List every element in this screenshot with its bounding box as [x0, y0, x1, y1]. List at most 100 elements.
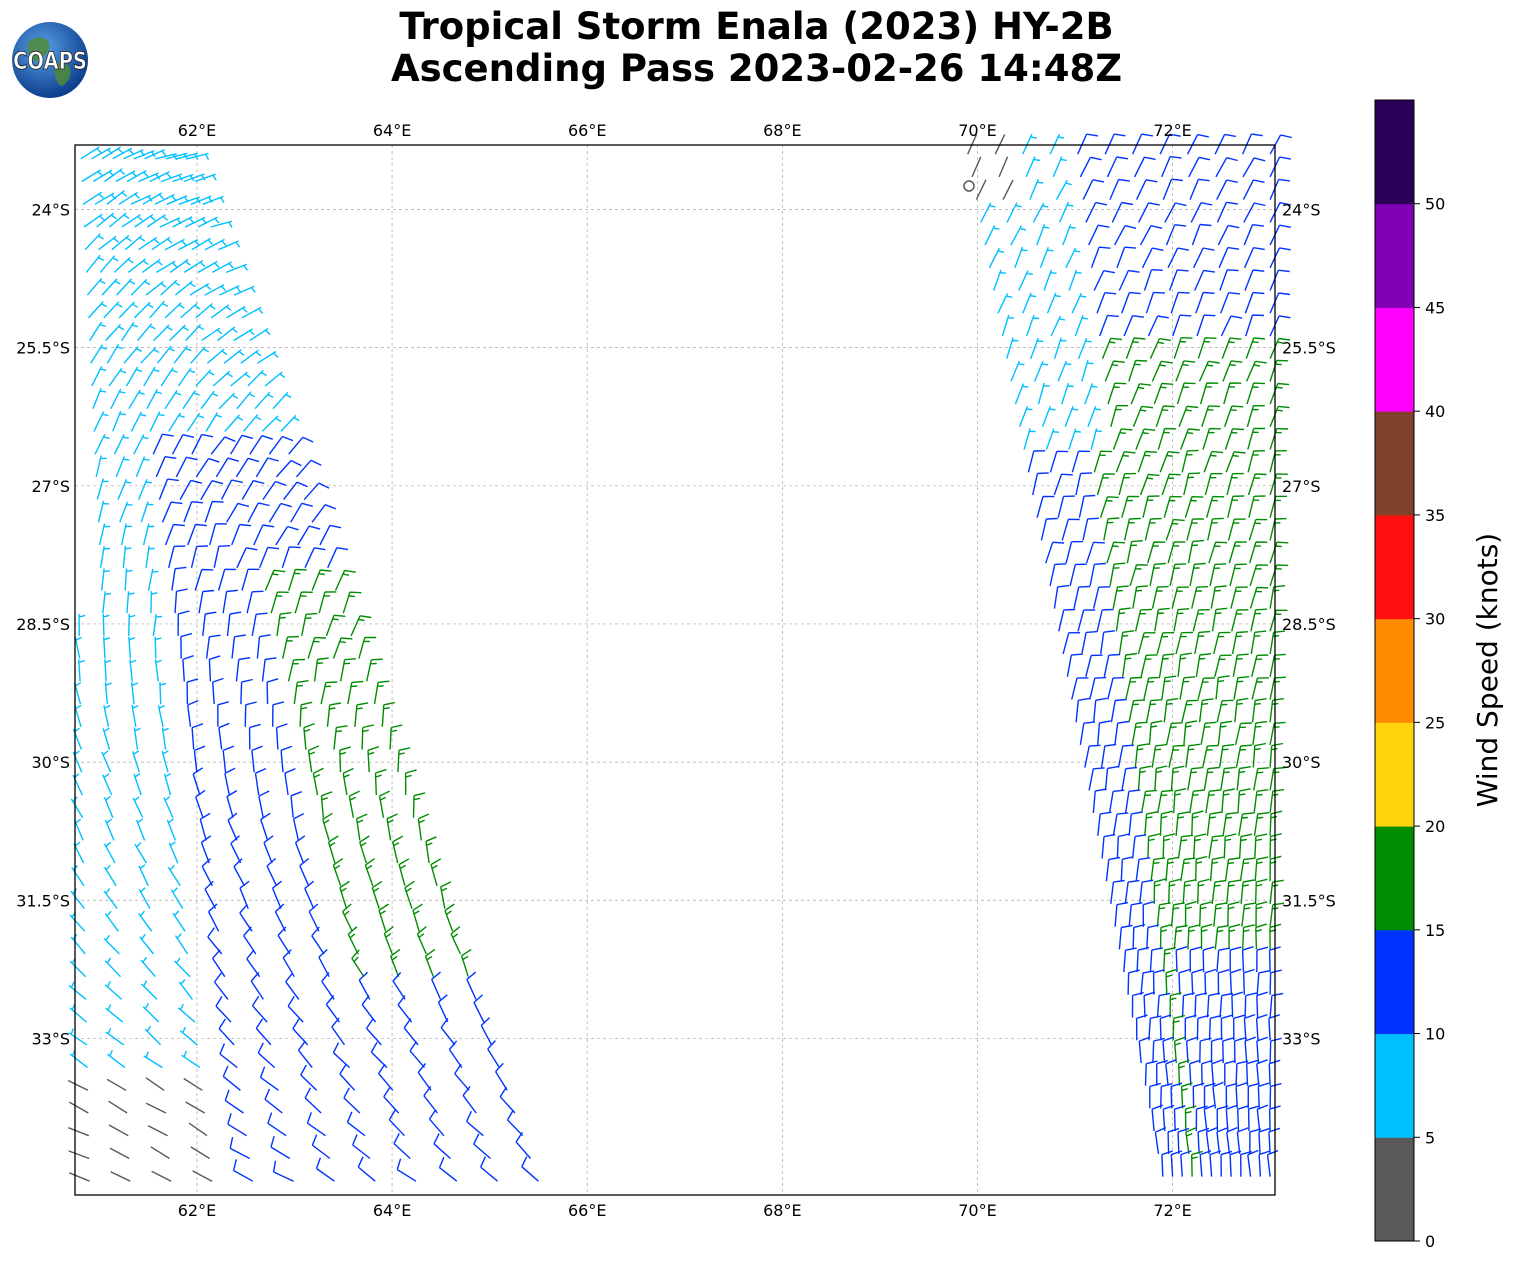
wind-barb	[191, 723, 204, 750]
wind-barb	[1189, 178, 1210, 200]
wind-barb	[182, 390, 200, 410]
wind-barb	[159, 217, 182, 228]
wind-barb	[115, 456, 130, 478]
wind-barb	[161, 750, 169, 773]
wind-barb	[293, 680, 309, 705]
wind-barb	[275, 525, 299, 546]
wind-barb	[239, 880, 250, 909]
colorbar-label: Wind Speed (knots)	[1471, 533, 1504, 807]
wind-barb	[1137, 450, 1157, 473]
wind-barb	[1269, 382, 1290, 405]
wind-barb	[304, 880, 315, 909]
wind-barb	[352, 1134, 371, 1160]
wind-barb	[1238, 833, 1253, 859]
wind-barb	[1170, 1150, 1183, 1177]
lon-tick-label: 70°E	[958, 121, 996, 140]
wind-barb	[1026, 314, 1040, 337]
wind-barb	[131, 682, 139, 705]
wind-barb	[1258, 1127, 1271, 1154]
wind-barb	[200, 480, 224, 500]
wind-barb	[1194, 269, 1216, 291]
wind-barb	[113, 256, 134, 273]
wind-barb	[169, 258, 191, 273]
wind-barb	[1248, 518, 1268, 541]
wind-barb	[1189, 789, 1205, 814]
wind-barb	[1097, 811, 1112, 836]
wind-barb	[140, 501, 154, 523]
lon-tick-label: 62°E	[178, 1201, 216, 1220]
wind-barb	[1168, 744, 1186, 768]
wind-barb	[1202, 427, 1221, 450]
wind-barb	[231, 634, 246, 659]
wind-barb	[1062, 632, 1081, 655]
wind-barb	[69, 1172, 90, 1182]
colorbar-band	[1375, 411, 1414, 516]
wind-barb	[131, 704, 139, 727]
lat-tick-label: 31.5°S	[1282, 891, 1336, 910]
wind-barb	[96, 212, 117, 228]
wind-barb	[1219, 269, 1239, 291]
wind-barb	[144, 1025, 162, 1046]
wind-barb	[211, 261, 234, 274]
wind-barb	[233, 285, 256, 296]
lon-tick-label: 70°E	[958, 1201, 996, 1220]
wind-barb	[119, 501, 133, 523]
wind-barb	[1123, 947, 1137, 973]
wind-barb	[1159, 451, 1180, 473]
wind-barb	[1198, 698, 1214, 723]
wind-barb	[1057, 360, 1072, 382]
wind-barb	[1120, 856, 1134, 882]
colorbar: 0 5 10 15 20 25 30 35 40 45 50	[1374, 99, 1445, 1251]
wind-barb	[1087, 405, 1101, 428]
wind-barb	[264, 569, 286, 591]
wind-barb	[151, 1170, 172, 1182]
wind-barb	[186, 412, 205, 432]
wind-barb	[1251, 677, 1269, 700]
wind-barb	[189, 283, 212, 296]
wind-barb	[332, 858, 344, 887]
wind-barb	[247, 369, 267, 387]
wind-barb	[1269, 992, 1284, 1018]
wind-barb	[366, 658, 383, 682]
wind-barb	[1173, 608, 1190, 632]
wind-barb	[207, 903, 220, 932]
wind-barb	[1154, 607, 1170, 632]
wind-barb	[318, 591, 337, 614]
wind-barb	[212, 949, 226, 978]
wind-barb	[197, 216, 220, 228]
wind-barb	[358, 971, 371, 1000]
wind-barb	[96, 478, 109, 500]
wind-barb	[86, 277, 106, 296]
wind-barb	[116, 278, 136, 296]
wind-barb	[1184, 496, 1204, 518]
wind-barb	[1203, 1104, 1216, 1132]
wind-barb	[188, 1122, 208, 1137]
wind-barb	[1131, 991, 1144, 1018]
wind-barb	[1111, 201, 1134, 223]
wind-barb	[994, 134, 1006, 155]
wind-barb	[1198, 360, 1220, 382]
wind-barb	[343, 1087, 361, 1114]
wind-barb	[1053, 584, 1070, 609]
wind-barb	[1075, 697, 1090, 723]
wind-barb	[1269, 697, 1285, 723]
wind-barb	[1112, 585, 1129, 609]
wind-barb	[152, 433, 174, 455]
wind-barb	[1121, 495, 1140, 518]
wind-barb	[1237, 788, 1251, 814]
wind-barb	[139, 933, 155, 955]
wind-barb	[236, 391, 256, 410]
wind-barb	[1180, 1150, 1192, 1177]
wind-barb	[371, 880, 383, 909]
wind-barb	[340, 658, 357, 682]
wind-barb	[191, 433, 214, 455]
wind-barb	[1199, 382, 1219, 405]
wind-barb	[217, 701, 229, 727]
wind-barb	[1071, 292, 1087, 314]
wind-barb	[322, 812, 333, 841]
wind-barb	[1227, 495, 1245, 518]
wind-barb	[201, 327, 223, 342]
wind-barb	[1142, 900, 1155, 927]
wind-barb	[1139, 879, 1154, 904]
wind-barb	[280, 745, 293, 773]
